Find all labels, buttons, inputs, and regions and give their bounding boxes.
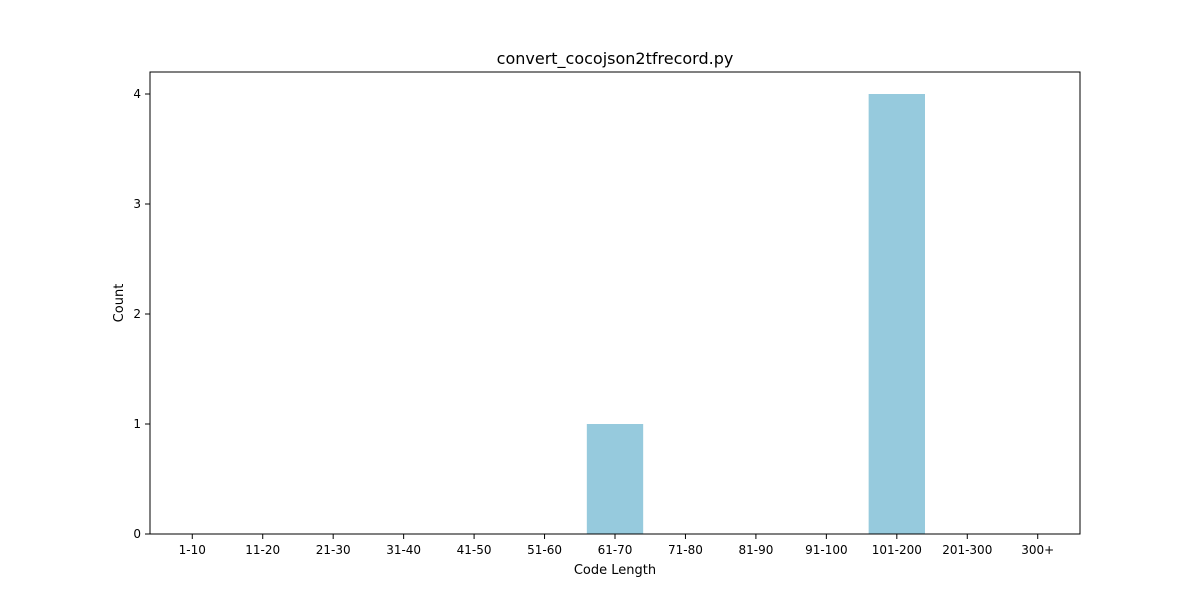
x-tick-label: 11-20	[245, 543, 280, 557]
y-tick-label: 1	[133, 417, 141, 431]
y-tick-label: 0	[133, 527, 141, 541]
x-tick-label: 41-50	[457, 543, 492, 557]
y-tick-label: 2	[133, 307, 141, 321]
y-axis-label: Count	[112, 284, 127, 323]
x-tick-label: 71-80	[668, 543, 703, 557]
x-tick-label: 91-100	[805, 543, 848, 557]
x-tick-label: 21-30	[316, 543, 351, 557]
x-tick-label: 101-200	[872, 543, 922, 557]
x-tick-label: 1-10	[179, 543, 206, 557]
bars-group	[586, 94, 925, 534]
x-tick-label: 61-70	[598, 543, 633, 557]
x-tick-label: 31-40	[386, 543, 421, 557]
x-axis-label: Code Length	[574, 563, 656, 578]
y-tick-label: 3	[133, 197, 141, 211]
x-tick-label: 300+	[1021, 543, 1054, 557]
bar-101-200	[868, 94, 925, 534]
x-tick-label: 51-60	[527, 543, 562, 557]
x-axis-ticks: 1-10 11-20 21-30 31-40 41-50 51-60 61-70 71-80 8…	[179, 534, 1054, 557]
bar-61-70	[586, 424, 644, 534]
y-tick-label: 4	[133, 87, 141, 101]
x-tick-label: 81-90	[738, 543, 773, 557]
x-tick-label: 201-300	[942, 543, 992, 557]
chart-title: convert_cocojson2tfrecord.py	[497, 49, 734, 69]
y-axis-ticks: 0 1 2 3 4	[133, 87, 150, 541]
